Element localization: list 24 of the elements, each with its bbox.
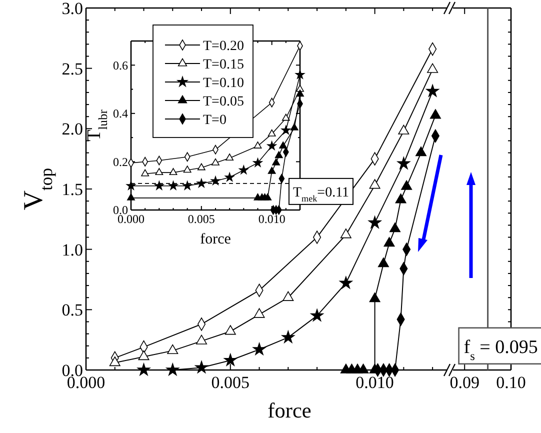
y-tick-label: 0.4 — [113, 106, 128, 121]
legend-label: T=0.20 — [203, 39, 244, 54]
y-tick-label: 2.0 — [62, 120, 83, 139]
legend-label: T=0.15 — [203, 58, 244, 72]
legend-label: T=0.05 — [203, 94, 244, 110]
x-tick-label: 0.010 — [258, 212, 286, 226]
y-tick-label: 0.5 — [62, 300, 83, 320]
ref-line-label: T$_{mek}$=0.11 — [292, 185, 350, 204]
ref-line-label: f$_{s}$ = 0.095 — [464, 336, 538, 363]
x-tick-label: 0.10 — [496, 373, 526, 392]
x-tick-label: 0.005 — [211, 373, 250, 392]
y-tick-label: 0.2 — [113, 154, 128, 169]
x-tick-label: 0.09 — [450, 373, 480, 392]
y-tick-label: 0.6 — [113, 58, 128, 72]
x-axis-title: force — [200, 232, 232, 248]
legend-label: T=0 — [203, 113, 226, 128]
y-tick-label: 1.5 — [62, 180, 83, 199]
legend-label: T=0.10 — [203, 76, 244, 91]
x-tick-label: 0.005 — [188, 212, 215, 226]
x-axis-title: force — [268, 398, 312, 423]
y-tick-label: 3.0 — [62, 0, 83, 18]
y-tick-label: 1.0 — [62, 240, 83, 260]
x-tick-label: 0.010 — [356, 373, 394, 392]
y-tick-label: 2.5 — [62, 59, 83, 78]
